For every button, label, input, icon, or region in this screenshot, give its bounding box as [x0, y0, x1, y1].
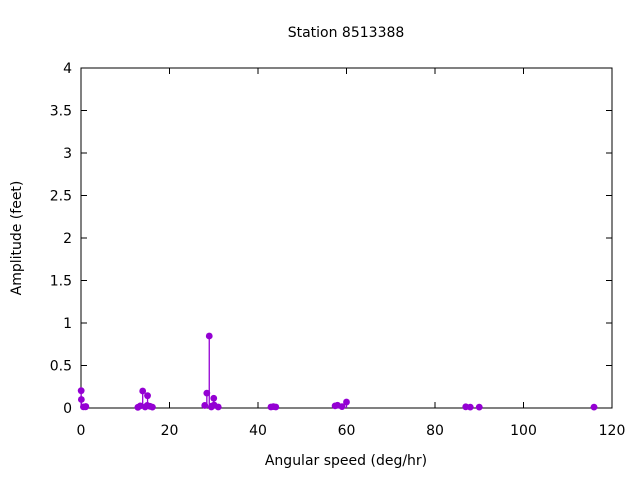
- y-tick-label: 0.5: [50, 359, 72, 375]
- data-point: [205, 332, 213, 340]
- y-tick-label: 1.5: [50, 274, 72, 290]
- data-point: [590, 403, 598, 411]
- data-point: [214, 403, 222, 411]
- data-point: [210, 394, 218, 402]
- data-point: [149, 403, 156, 411]
- x-tick-label: 80: [426, 423, 444, 439]
- data-point: [82, 403, 90, 410]
- y-tick-label: 0: [63, 401, 72, 417]
- x-tick-label: 40: [249, 423, 267, 439]
- y-tick-label: 2: [63, 231, 72, 247]
- data-point: [343, 398, 350, 406]
- x-tick-label: 20: [161, 423, 179, 439]
- data-point: [77, 387, 85, 395]
- plot-border: [80, 67, 613, 409]
- y-tick-label: 1: [63, 316, 72, 332]
- data-point: [475, 403, 483, 411]
- x-axis-label: Angular speed (deg/hr): [264, 453, 428, 469]
- y-axis-label: Amplitude (feet): [9, 180, 25, 296]
- data-point: [338, 403, 346, 411]
- data-point: [272, 403, 280, 411]
- y-tick-label: 3.5: [50, 104, 72, 120]
- x-tick-label: 120: [599, 423, 626, 439]
- y-tick-label: 2.5: [50, 189, 72, 205]
- y-tick-label: 3: [63, 146, 72, 162]
- chart-title: Station 8513388: [287, 25, 405, 41]
- data-point: [201, 402, 209, 409]
- data-point: [77, 396, 85, 403]
- data-point: [466, 403, 474, 411]
- x-tick-label: 60: [338, 423, 356, 439]
- data-point: [144, 392, 151, 400]
- data-point: [139, 387, 147, 395]
- y-tick-label: 4: [63, 61, 72, 77]
- data-point: [203, 389, 211, 397]
- x-tick-label: 100: [510, 423, 537, 439]
- x-tick-label: 0: [77, 423, 86, 439]
